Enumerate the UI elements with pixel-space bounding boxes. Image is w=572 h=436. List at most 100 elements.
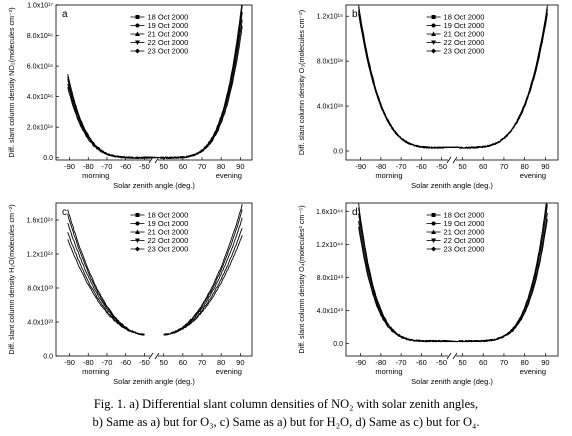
series-line <box>67 5 243 160</box>
panel-letter: b <box>352 9 358 20</box>
panel-d: 0.0 4.0x10⁴³ 8.0x10⁴³ 1.2x10⁴⁴ 1.6x10⁴⁴ -90 -8… <box>297 202 559 386</box>
y-tick-label: 1.2x10¹⁹ <box>317 14 343 21</box>
y-tick-label: 4.0x10⁴³ <box>317 308 344 315</box>
legend-marker <box>431 238 437 243</box>
legend-label: 22 Oct 2000 <box>444 38 485 47</box>
panel-c: 0.0 4.0x10²³ 8.0x10²³ 1.2x10²⁴ 1.6x10²⁴ -90 -8… <box>7 202 253 386</box>
legend-marker <box>135 23 140 28</box>
y-tick-label: 2.0x10¹⁶ <box>27 125 53 132</box>
x-tick-label: -80 <box>83 162 94 171</box>
x-axis-label: Solar zenith angle (deg.) <box>411 181 493 190</box>
x-tick-label: -70 <box>102 162 113 171</box>
axis-break-mask <box>448 353 456 359</box>
y-axis-label: Diff. slant column density H₂O(molecules… <box>7 204 16 354</box>
y-tick-label: 8.0x10²³ <box>27 286 53 293</box>
panel-a: 0.0 2.0x10¹⁶ 4.0x10¹⁶ 6.0x10¹⁶ 8.0x10¹⁶ 1.0x1… <box>7 3 253 190</box>
legend-label: 23 Oct 2000 <box>444 47 485 56</box>
legend-label: 21 Oct 2000 <box>444 228 485 237</box>
x-tick-label: 80 <box>520 162 528 171</box>
x-tick-label: -60 <box>416 358 427 367</box>
morning-label: morning <box>375 171 402 180</box>
legend-marker <box>134 229 140 234</box>
y-axis-label: Diff. slant column density NO₂(molecules… <box>7 7 16 157</box>
x-tick-label: 90 <box>236 162 244 171</box>
x-tick-label: -90 <box>355 162 366 171</box>
y-tick-label: 6.0x10¹⁶ <box>27 64 53 71</box>
caption-line-2: b) Same as a) but for O₃, c) Same as a) … <box>92 415 480 429</box>
legend-marker <box>431 15 436 19</box>
x-tick-label: 70 <box>198 358 206 367</box>
legend-label: 19 Oct 2000 <box>444 219 485 228</box>
legend-marker <box>431 246 437 252</box>
axis-break-mark <box>148 352 154 360</box>
series-line <box>358 6 548 149</box>
legend-label: 21 Oct 2000 <box>444 30 485 39</box>
x-tick-label: 90 <box>541 358 549 367</box>
legend-label: 22 Oct 2000 <box>444 236 485 245</box>
legend-label: 21 Oct 2000 <box>147 30 188 39</box>
x-tick-label: -90 <box>64 358 75 367</box>
x-tick-label: 80 <box>217 358 225 367</box>
series-group <box>358 5 548 149</box>
x-tick-label: 60 <box>179 162 187 171</box>
legend-marker <box>431 213 436 217</box>
legend-marker <box>135 221 140 226</box>
legend-label: 21 Oct 2000 <box>147 228 188 237</box>
legend-marker <box>134 40 140 45</box>
legend-marker <box>134 48 140 54</box>
series-group <box>67 5 243 160</box>
panel-letter: a <box>62 9 68 20</box>
y-tick-label: 0.0 <box>333 149 343 156</box>
axis-break-mark <box>446 352 452 360</box>
axis-break-mark <box>154 352 160 360</box>
y-tick-label: 8.0x10⁴³ <box>317 275 344 282</box>
y-tick-label: 8.0x10¹⁸ <box>317 59 343 66</box>
axis-break-mark <box>452 352 458 360</box>
series-line <box>358 203 547 343</box>
legend-label: 22 Oct 2000 <box>147 236 188 245</box>
x-tick-label: 50 <box>160 358 168 367</box>
legend-marker <box>431 221 436 226</box>
axis-break-mark <box>452 156 458 164</box>
legend-label: 22 Oct 2000 <box>147 38 188 47</box>
x-tick-label: 90 <box>236 358 244 367</box>
series-group <box>358 203 548 343</box>
x-tick-label: -90 <box>355 358 366 367</box>
y-tick-label: 1.2x10⁴⁴ <box>316 242 343 249</box>
caption-line-1: Fig. 1. a) Differential slant column den… <box>93 397 479 411</box>
axis-break-mark <box>446 156 452 164</box>
legend-label: 18 Oct 2000 <box>444 13 485 22</box>
axis-break-mask <box>150 353 158 359</box>
legend-label: 23 Oct 2000 <box>444 245 485 254</box>
x-tick-label: 70 <box>500 162 508 171</box>
x-tick-label: 80 <box>217 162 225 171</box>
legend-label: 23 Oct 2000 <box>147 47 188 56</box>
series-group <box>67 204 243 336</box>
legend-marker <box>134 31 140 36</box>
legend-marker <box>431 40 437 45</box>
x-tick-label: -60 <box>120 162 131 171</box>
x-tick-label: -50 <box>139 162 150 171</box>
axis-break-mask <box>150 157 158 163</box>
x-tick-label: -70 <box>102 358 113 367</box>
y-tick-label: 4.0x10²³ <box>27 320 53 327</box>
y-axis-label: Diff. slant column density O₄(molecules²… <box>297 205 306 353</box>
x-tick-label: 60 <box>479 162 487 171</box>
legend-label: 19 Oct 2000 <box>444 21 485 30</box>
legend-marker <box>431 229 437 234</box>
x-tick-label: 50 <box>160 162 168 171</box>
legend-marker <box>135 213 140 217</box>
legend-marker <box>134 238 140 243</box>
x-tick-label: -60 <box>120 358 131 367</box>
x-tick-label: -60 <box>416 162 427 171</box>
legend-label: 19 Oct 2000 <box>147 219 188 228</box>
y-tick-label: 0.0 <box>333 341 343 348</box>
evening-label: evening <box>216 171 242 180</box>
y-tick-label: 8.0x10¹⁶ <box>27 33 53 40</box>
legend-label: 23 Oct 2000 <box>147 245 188 254</box>
x-axis-label: Solar zenith angle (deg.) <box>113 377 195 386</box>
y-tick-label: 4.0x10¹⁸ <box>317 104 343 111</box>
panel-letter: c <box>62 207 67 218</box>
legend-label: 18 Oct 2000 <box>444 211 485 220</box>
series-line <box>67 235 243 336</box>
